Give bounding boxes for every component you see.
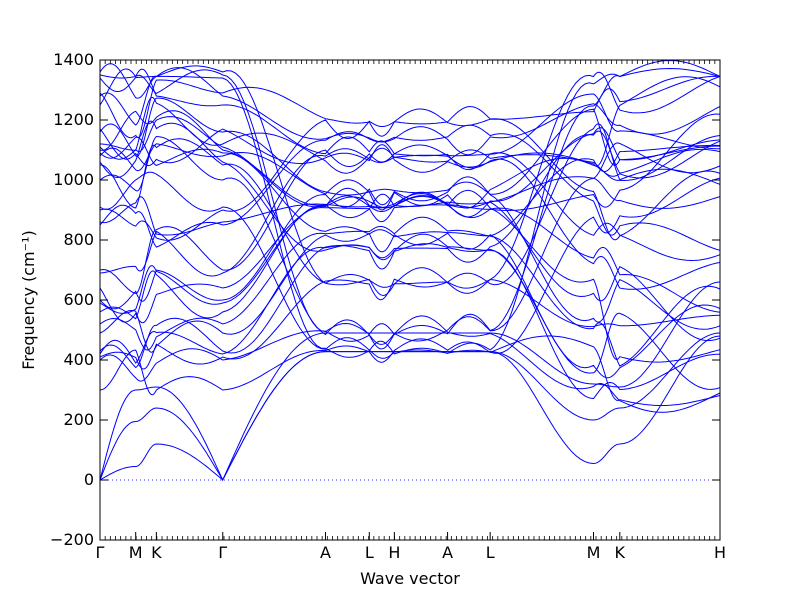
band-line: [99, 216, 721, 367]
band-line: [99, 335, 721, 406]
band-line: [100, 96, 721, 179]
band-line: [99, 233, 720, 400]
y-tick-label: 1000: [53, 170, 94, 189]
x-axis-label: Wave vector: [360, 569, 460, 588]
minor-x-ticks: [99, 60, 721, 540]
y-tick-label: 400: [63, 350, 94, 369]
band-line: [99, 135, 721, 211]
band-line: [99, 59, 721, 358]
band-line: [99, 176, 721, 330]
band-line: [99, 68, 721, 157]
band-line: [99, 171, 721, 359]
band-line: [99, 149, 721, 295]
y-tick-label: 0: [84, 470, 94, 489]
y-tick-label: 200: [63, 410, 94, 429]
band-line: [100, 123, 721, 288]
band-line: [99, 315, 721, 413]
band-line: [99, 110, 721, 219]
band-line: [99, 116, 721, 218]
band-line: [99, 135, 721, 345]
band-line: [99, 97, 720, 196]
band-line: [99, 67, 721, 156]
x-tick-label: Γ: [96, 543, 105, 562]
x-tick-label: L: [365, 543, 374, 562]
x-tick-label: K: [151, 543, 162, 562]
y-tick-label: 1200: [53, 110, 94, 129]
y-tick-label: 1400: [53, 50, 94, 69]
x-tick-label: A: [320, 543, 331, 562]
x-tick-label: K: [615, 543, 626, 562]
x-tick-label: Γ: [218, 543, 227, 562]
band-line: [99, 204, 721, 324]
band-line: [99, 332, 721, 482]
y-axis-label: Frequency (cm⁻¹): [19, 230, 38, 369]
plot-frame: [99, 59, 721, 541]
band-line: [99, 67, 721, 336]
band-line: [99, 176, 721, 236]
x-tick-label: M: [129, 543, 143, 562]
x-tick-label: H: [388, 543, 400, 562]
band-line: [99, 63, 721, 296]
x-tick-label: A: [442, 543, 453, 562]
band-line: [99, 243, 721, 390]
x-tick-label: L: [486, 543, 495, 562]
y-tick-label: 600: [63, 290, 94, 309]
y-tick-label: 800: [63, 230, 94, 249]
band-line: [99, 278, 721, 370]
y-tick-label: −200: [50, 530, 94, 549]
x-tick-label: M: [587, 543, 601, 562]
band-lines: [99, 59, 721, 482]
x-tick-label: H: [714, 543, 726, 562]
band-line: [99, 232, 721, 379]
